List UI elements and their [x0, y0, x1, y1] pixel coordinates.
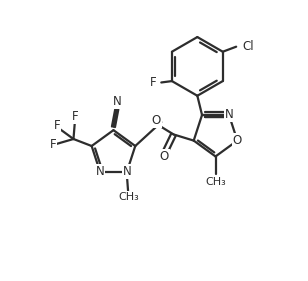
- Text: F: F: [50, 137, 56, 151]
- Text: CH₃: CH₃: [205, 176, 226, 187]
- Text: N: N: [123, 165, 131, 178]
- Text: O: O: [233, 134, 242, 147]
- Text: O: O: [152, 114, 161, 127]
- Text: Cl: Cl: [242, 40, 254, 53]
- Text: F: F: [150, 76, 156, 89]
- Text: CH₃: CH₃: [118, 192, 139, 202]
- Text: F: F: [53, 119, 60, 132]
- Text: O: O: [160, 150, 169, 163]
- Text: N: N: [225, 108, 233, 121]
- Text: N: N: [113, 95, 122, 108]
- Text: F: F: [71, 110, 78, 123]
- Text: N: N: [95, 165, 104, 178]
